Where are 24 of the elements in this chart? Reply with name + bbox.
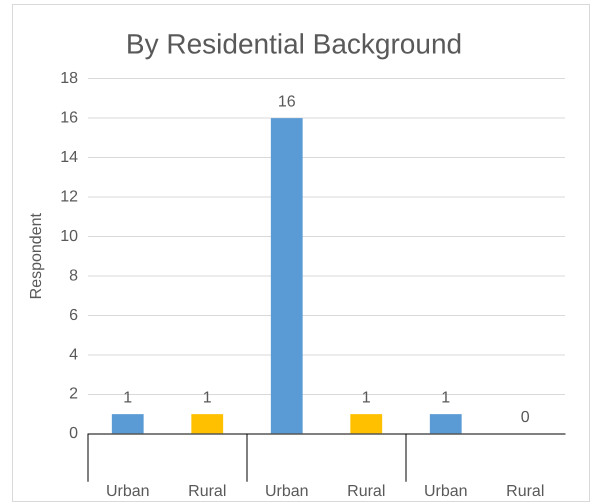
y-tick-label: 12: [60, 188, 78, 206]
y-tick-label: 0: [69, 425, 78, 442]
y-tick-label: 6: [69, 306, 78, 324]
y-tick-label: 16: [60, 109, 78, 126]
x-tick-label: Urban: [106, 482, 150, 500]
data-label: 1: [123, 389, 132, 406]
chart-title: By Residential Background: [126, 28, 462, 60]
data-label: 1: [362, 389, 371, 406]
y-tick-label: 4: [69, 346, 78, 364]
y-tick-label: 8: [69, 267, 78, 284]
y-tick-label: 18: [60, 70, 78, 88]
data-label: 1: [441, 389, 450, 406]
data-label: 0: [520, 409, 530, 426]
data-label: 1: [202, 389, 212, 406]
x-tick-label: Rural: [188, 482, 226, 500]
y-tick-label: 14: [60, 148, 78, 166]
y-tick-label: 2: [69, 386, 78, 403]
y-tick-label: 10: [60, 228, 78, 245]
x-tick-label: Rural: [506, 482, 544, 500]
data-label: 16: [278, 93, 296, 110]
x-tick-label: Rural: [347, 482, 386, 500]
y-axis-title: Respondent: [28, 212, 46, 300]
x-tick-label: Urban: [264, 482, 309, 500]
x-tick-label: Urban: [424, 482, 468, 500]
